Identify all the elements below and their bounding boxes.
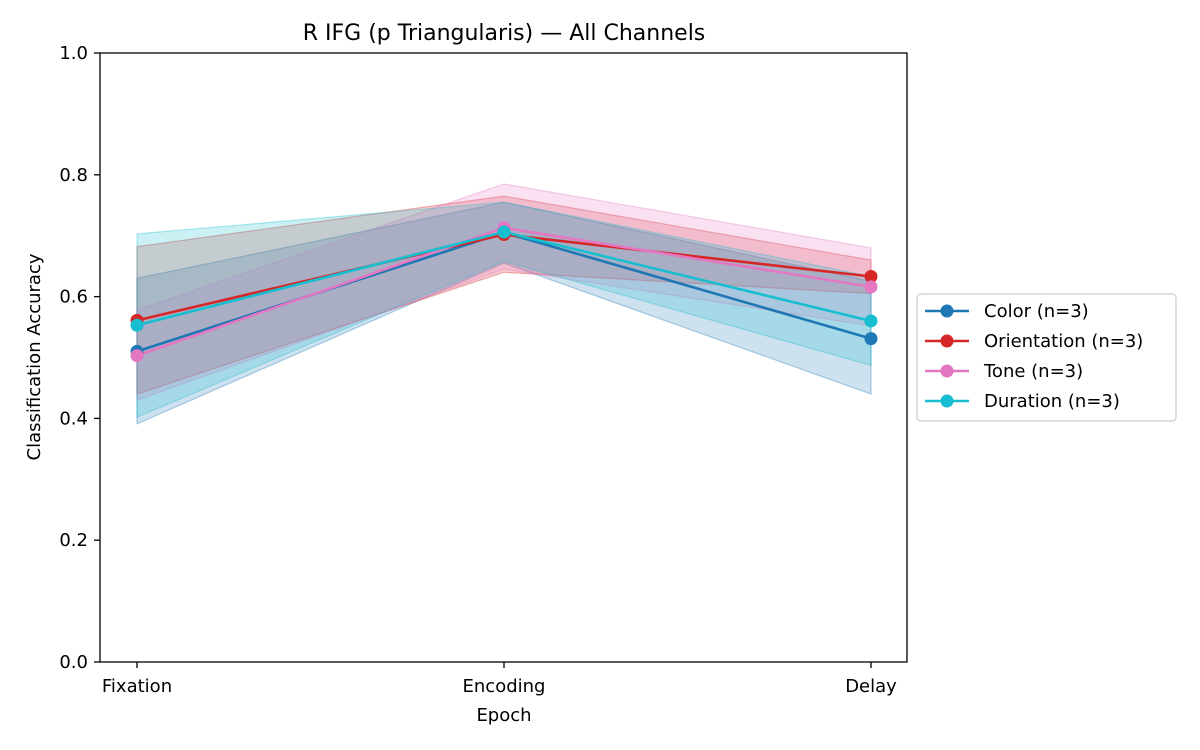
legend-label-0: Color (n=3) bbox=[984, 301, 1089, 322]
point-3-2 bbox=[864, 314, 878, 328]
y-tick-label-3: 0.6 bbox=[59, 287, 88, 308]
y-axis-ticks: 0.0 0.2 0.4 0.6 0.8 1.0 bbox=[59, 43, 100, 673]
chart-title: R IFG (p Triangularis) — All Channels bbox=[303, 21, 706, 46]
y-tick-label-0: 0.0 bbox=[59, 652, 88, 673]
y-axis-label: Classification Accuracy bbox=[24, 253, 45, 460]
legend: Color (n=3) Orientation (n=3) Tone (n=3) Du… bbox=[916, 293, 1177, 422]
x-axis-label: Epoch bbox=[476, 705, 531, 726]
legend-marker-0 bbox=[940, 304, 954, 318]
legend-marker-3 bbox=[940, 394, 954, 408]
point-0-2 bbox=[864, 332, 878, 346]
series-points bbox=[130, 221, 878, 363]
point-1-2 bbox=[864, 270, 878, 284]
legend-label-2: Tone (n=3) bbox=[983, 361, 1083, 382]
legend-marker-2 bbox=[940, 364, 954, 378]
y-tick-label-1: 0.2 bbox=[59, 530, 88, 551]
legend-box bbox=[916, 293, 1177, 422]
point-2-0 bbox=[130, 349, 144, 363]
band-1 bbox=[136, 195, 872, 395]
x-tick-label-1: Encoding bbox=[463, 676, 546, 697]
legend-marker-1 bbox=[940, 334, 954, 348]
point-2-2 bbox=[864, 280, 878, 294]
point-3-1 bbox=[497, 225, 511, 239]
y-tick-label-4: 0.8 bbox=[59, 165, 88, 186]
x-tick-label-0: Fixation bbox=[102, 676, 172, 697]
point-3-0 bbox=[130, 318, 144, 332]
y-tick-label-2: 0.4 bbox=[59, 408, 88, 429]
y-tick-label-5: 1.0 bbox=[59, 43, 88, 64]
x-tick-label-2: Delay bbox=[845, 676, 897, 697]
confidence-bands bbox=[136, 183, 872, 425]
legend-label-1: Orientation (n=3) bbox=[984, 331, 1143, 352]
legend-label-3: Duration (n=3) bbox=[984, 391, 1120, 412]
x-axis-ticks: Fixation Encoding Delay bbox=[102, 662, 897, 697]
